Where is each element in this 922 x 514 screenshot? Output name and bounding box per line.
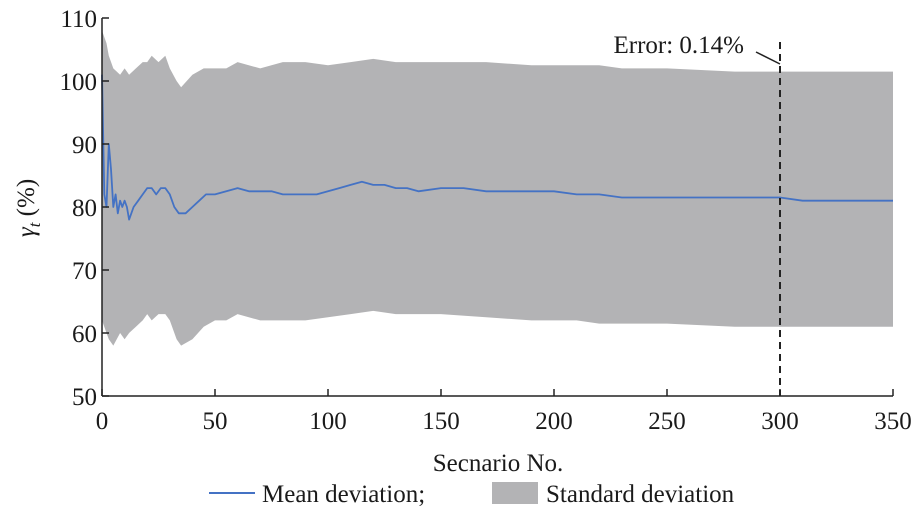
x-axis-title: Secnario No. (433, 450, 564, 477)
y-tick-label: 100 (60, 69, 98, 96)
y-axis-title-symbol: γ (13, 226, 40, 237)
legend-label-mean: Mean deviation; (262, 481, 425, 508)
x-tick-label: 50 (203, 408, 228, 435)
y-tick-label: 50 (72, 384, 97, 411)
legend: Mean deviation; Standard deviation (209, 481, 735, 508)
x-tick-label: 300 (761, 408, 799, 435)
y-axis-title-subscript: t (25, 221, 44, 227)
plot-area (101, 30, 893, 346)
legend-swatch-std (492, 482, 538, 504)
x-tick-label: 350 (874, 408, 912, 435)
annotation: Error: 0.14% (613, 32, 781, 396)
x-tick-label: 200 (535, 408, 573, 435)
y-tick-label: 60 (72, 321, 97, 348)
legend-label-std: Standard deviation (546, 481, 735, 508)
y-tick-label: 70 (72, 258, 97, 285)
y-tick-label: 90 (72, 132, 97, 159)
error-leader-line (755, 51, 781, 65)
std-deviation-band (102, 30, 893, 346)
x-tick-label: 0 (96, 408, 109, 435)
y-tick-label: 110 (60, 6, 97, 33)
y-tick-label: 80 (72, 195, 97, 222)
y-axis-title-unit: (%) (13, 179, 40, 223)
x-tick-label: 150 (422, 408, 460, 435)
error-annotation-label: Error: 0.14% (613, 32, 744, 59)
x-tick-label: 100 (309, 408, 347, 435)
y-axis-title: γt (%) (13, 179, 44, 237)
x-tick-label: 250 (648, 408, 686, 435)
mean-deviation-line (101, 74, 893, 221)
